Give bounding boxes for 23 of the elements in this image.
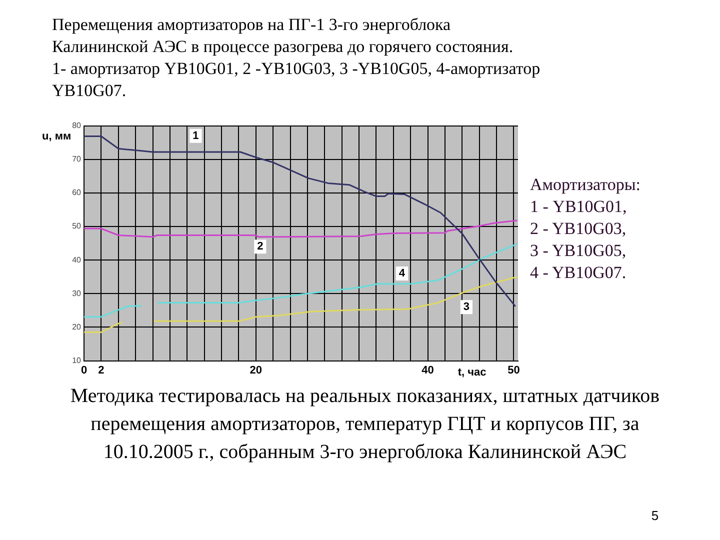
series-label: 2 [257, 240, 264, 253]
series-label: 3 [463, 301, 470, 314]
y-tick-label: 60 [72, 188, 82, 198]
x-tick-label: 0 [80, 364, 88, 376]
y-tick-label: 50 [72, 222, 82, 231]
series-label: 4 [398, 268, 406, 280]
y-tick-label: 80 [72, 121, 82, 130]
y-tick-label: 40 [72, 255, 82, 264]
y-axis-title: u, мм [42, 130, 72, 142]
text: Методика тестировалась на реальных показаниях, штатных датчиков перемещения амортизаторов, температур ГЦТ и корпусов ПГ, за 10.10.2005 г., собранным 3-го энергоблока Калининской АЭС [69, 384, 661, 465]
y-tick-label: 20 [72, 322, 82, 332]
y-tick-label: 70 [72, 154, 82, 164]
chart-title: Перемещения амортизаторов на ПГ-1 3-го энергоблока Калининской АЭС в процессе разогрева до горячего состояния. 1- амортизатор YB10G01, 2 -YB10G03, 3 -YB10G05, 4-амортизатор YB10G07. [52, 14, 542, 102]
text: 5 [650, 508, 660, 523]
x-tick-label: 50 [508, 364, 520, 376]
y-tick-label: 30 [72, 288, 82, 298]
x-tick-label: 40 [422, 364, 434, 376]
y-tick-label: 10 [72, 356, 82, 366]
x-tick-label: 20 [250, 364, 262, 376]
series-label: 1 [192, 130, 199, 142]
x-axis-title: t, час [458, 366, 486, 378]
text: Амортизаторы: 1 - YB10G01, 2 - YB10G03, 3 - YB10G05, 4 - YB10G07. [530, 174, 641, 284]
x-tick-label: 2 [98, 364, 104, 376]
